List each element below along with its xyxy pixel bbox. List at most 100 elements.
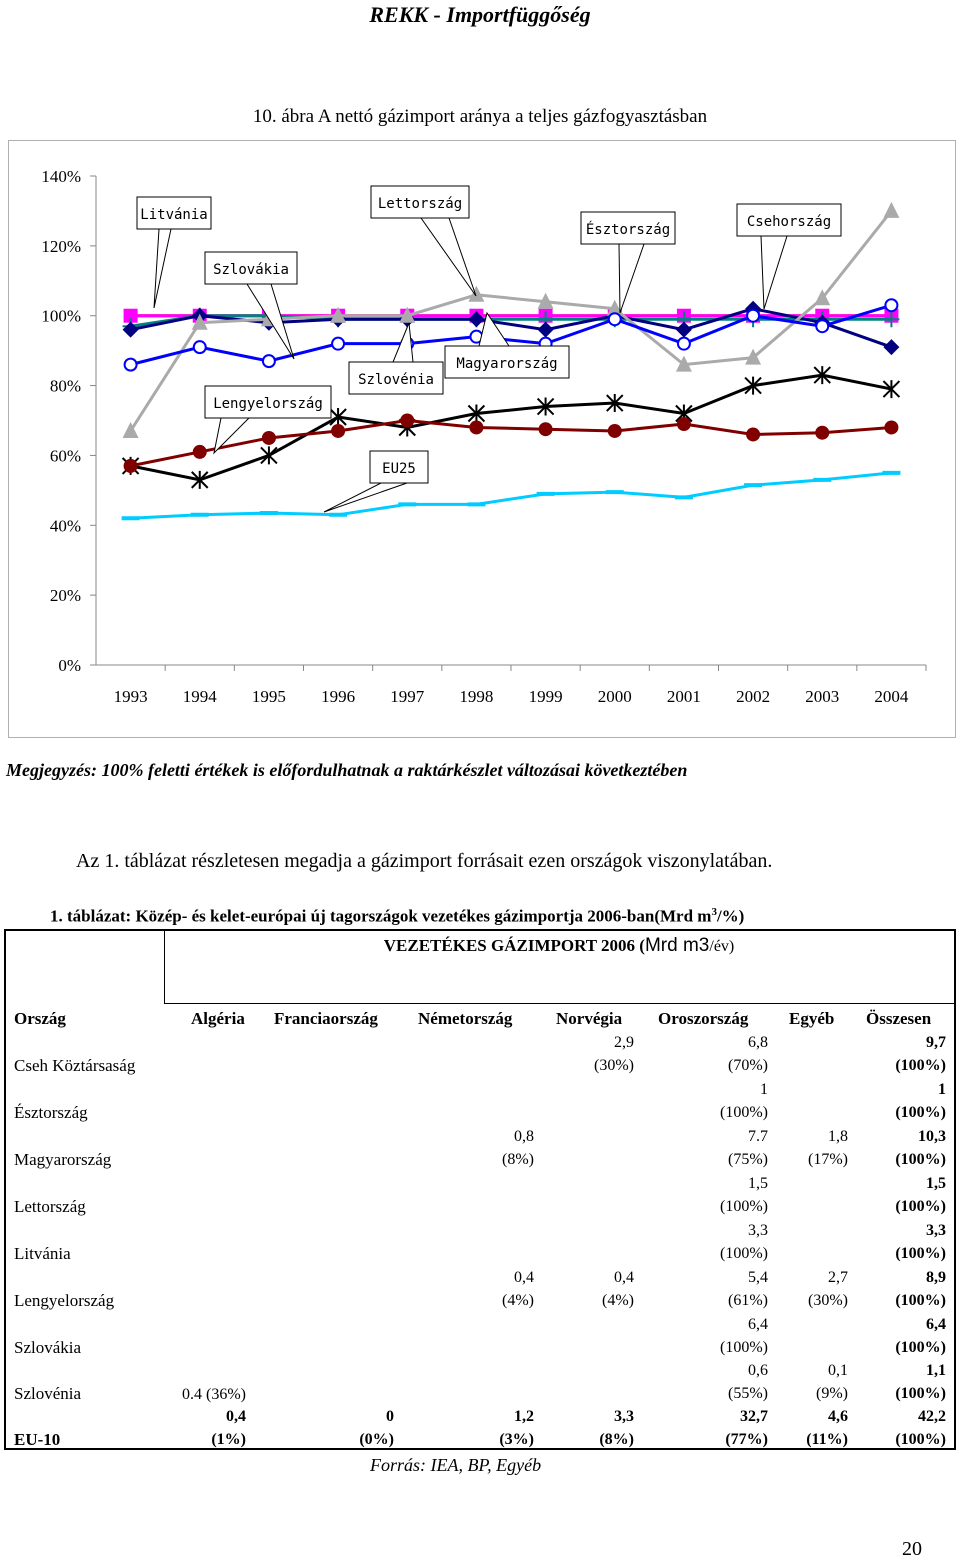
table-heading: VEZETÉKES GÁZIMPORT 2006 (Mrd m3/év) (164, 935, 954, 957)
callout-label-lengyelorszag: Lengyelország (213, 396, 323, 412)
table-cell: 0.4 (36%) (182, 1386, 246, 1403)
series-point-lengyelorszag (815, 319, 830, 334)
series-point-lengyelorszag (331, 336, 346, 351)
series-point-szlovenia (467, 404, 486, 423)
table-cell: 3,3 (8%) (599, 1408, 634, 1448)
x-tick-label: 1998 (459, 687, 493, 706)
table-row-country: Szlovákia (14, 1338, 82, 1357)
chart-frame: 0% 20% 40% 60% 80% 100% 120% 140% 1993 1994 1995 19… (8, 140, 956, 738)
table-cell: 9,7 (100%) (895, 1034, 946, 1074)
series-point-esztorszag (675, 355, 692, 372)
x-tick-label: 1995 (252, 687, 286, 706)
series-point-szlovenia (882, 380, 901, 399)
callout-box-szlovakia (204, 251, 298, 285)
x-tick-label: 1994 (183, 687, 218, 706)
callout-label-litvania: Litvánia (140, 207, 207, 223)
table-cell: 6,8 (70%) (728, 1034, 768, 1074)
series-point-szlovenia (329, 408, 347, 427)
series-point-szlovenia (606, 394, 624, 413)
callout-pointer-esztorszag (618, 243, 645, 314)
series-point-magyarorszag (469, 420, 484, 435)
table-cell: 8,9 (100%) (895, 1269, 946, 1309)
y-tick-label: 80% (50, 377, 81, 396)
table-cell: 1,5 (100%) (895, 1175, 946, 1215)
series-point-esztorszag (814, 289, 831, 306)
table-heading-main: VEZETÉKES GÁZIMPORT 2006 ( (383, 936, 645, 955)
table-cell: 0,8 (8%) (502, 1128, 534, 1168)
table-cell: 1,1 (100%) (895, 1362, 946, 1402)
series-point-magyarorszag (676, 416, 691, 431)
callout-box-csehorszag (736, 203, 842, 237)
table-cell: 0,6 (55%) (728, 1362, 768, 1402)
series-point-lengyelorszag (884, 298, 899, 313)
table-cell: 10,3 (100%) (895, 1128, 946, 1168)
chart-note: Megjegyzés: 100% feletti értékek is előf… (6, 760, 688, 780)
series-point-esztorszag (122, 421, 139, 438)
series-point-litvania (123, 308, 138, 323)
series-point-lengyelorszag (192, 340, 207, 355)
callout-box-litvania (136, 196, 212, 230)
table-cell: 0,1 (9%) (816, 1362, 848, 1402)
series-point-csehorszag (122, 321, 139, 338)
table-row-country: Lettország (14, 1197, 86, 1216)
callout-pointer-lettorszag (420, 217, 477, 297)
series-point-esztorszag (468, 285, 485, 302)
series-line-szlovakia (130, 314, 892, 328)
table-row-country: Magyarország (14, 1150, 112, 1169)
series-point-szlovenia (744, 376, 762, 395)
table-cell: 7.7 (75%) (728, 1128, 768, 1168)
table-col-header: Németország (418, 1009, 513, 1028)
series-point-szlovenia (260, 446, 278, 465)
y-tick-label: 140% (41, 167, 81, 186)
series-point-esztorszag (883, 201, 900, 218)
series-point-lengyelorszag (746, 308, 761, 323)
series-point-szlovenia (191, 470, 209, 489)
table-divider-horizontal (164, 1003, 954, 1004)
page-number: 20 (902, 1538, 922, 1560)
table-cell: 4,6 (11%) (806, 1408, 848, 1448)
series-point-magyarorszag (607, 423, 622, 438)
table-heading-unit: Mrd m3 (644, 935, 710, 956)
x-tick-label: 1993 (114, 687, 148, 706)
series-line-esztorszag (129, 209, 893, 432)
line-chart: 0% 20% 40% 60% 80% 100% 120% 140% 1993 1994 1995 19… (41, 167, 927, 706)
table-cell: 3,3 (100%) (720, 1222, 768, 1262)
series-point-lengyelorszag (607, 312, 622, 327)
table-caption-end: /%) (716, 906, 745, 926)
x-tick-label: 1996 (321, 687, 355, 706)
series-point-esztorszag (606, 299, 623, 316)
callout-box-lettorszag (370, 185, 470, 219)
x-tick-label: 2000 (598, 687, 632, 706)
x-tick-label: 2001 (667, 687, 701, 706)
table-cell: 5,4 (61%) (728, 1269, 768, 1309)
y-tick-label: 20% (50, 586, 81, 605)
table-col-header: Ország (14, 1009, 66, 1028)
series-point-csehorszag (468, 311, 485, 328)
series-point-lengyelorszag (676, 336, 691, 351)
y-tick-label: 100% (41, 307, 81, 326)
series-point-magyarorszag (192, 444, 207, 459)
series-point-magyarorszag (538, 422, 553, 437)
table-cell: 6,4 (100%) (895, 1316, 946, 1356)
series-point-szlovakia (883, 311, 900, 328)
callout-box-magyarorszag (444, 345, 570, 379)
y-tick-label: 120% (41, 237, 81, 256)
callout-label-szlovenia: Szlovénia (358, 372, 434, 388)
table-source: Forrás: IEA, BP, Egyéb (370, 1455, 542, 1475)
table-col-header: Oroszország (658, 1009, 749, 1028)
x-tick-label: 2004 (874, 687, 909, 706)
table-cell: 1 (100%) (895, 1081, 946, 1121)
series-line-szlovenia (130, 373, 892, 482)
table-row-country: Észtország (14, 1103, 88, 1122)
table-cell: 1,2 (3%) (499, 1408, 534, 1448)
y-tick-label: 60% (50, 446, 81, 465)
callout-box-lengyelorszag (204, 385, 332, 419)
gas-import-table: VEZETÉKES GÁZIMPORT 2006 (Mrd m3/év) Ors… (4, 929, 956, 1450)
table-cell: 1,5 (100%) (720, 1175, 768, 1215)
y-tick-label: 40% (50, 516, 81, 535)
series-point-lengyelorszag (261, 354, 276, 369)
table-col-header: Összesen (866, 1009, 932, 1028)
series-point-lengyelorszag (123, 357, 138, 372)
callout-pointer-csehorszag (760, 235, 788, 310)
table-col-header: Franciaország (274, 1009, 378, 1028)
